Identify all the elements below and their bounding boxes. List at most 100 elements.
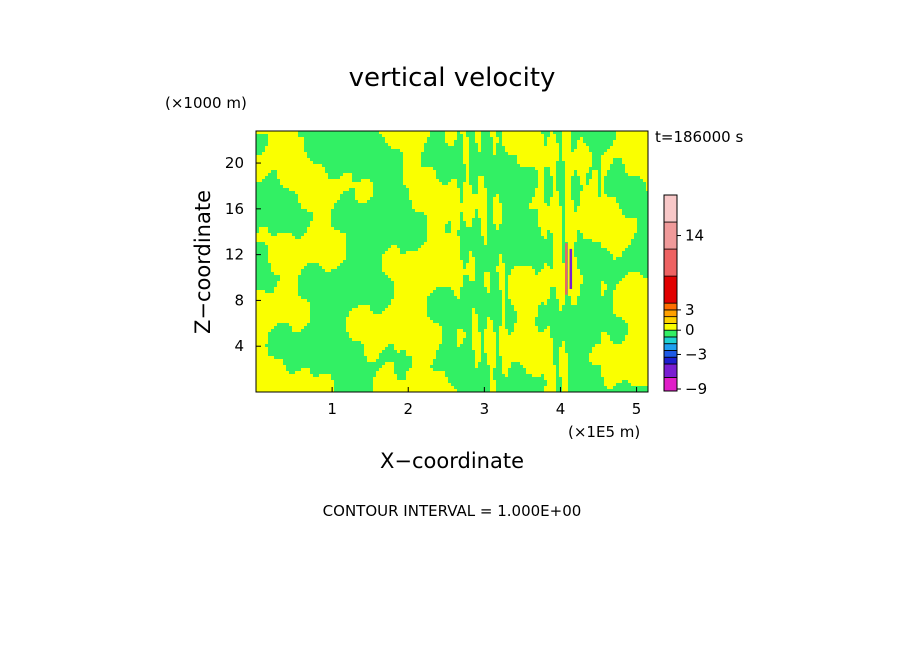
positive-velocity-cell bbox=[439, 185, 442, 188]
positive-velocity-cell bbox=[541, 230, 544, 233]
positive-velocity-cell bbox=[529, 320, 532, 323]
positive-velocity-cell bbox=[622, 143, 625, 146]
positive-velocity-cell bbox=[511, 152, 514, 155]
positive-velocity-cell bbox=[556, 263, 559, 266]
positive-velocity-cell bbox=[307, 182, 310, 185]
positive-velocity-cell bbox=[286, 317, 289, 320]
positive-velocity-cell bbox=[277, 155, 280, 158]
positive-velocity-cell bbox=[463, 269, 466, 272]
positive-velocity-cell bbox=[508, 143, 511, 146]
positive-velocity-cell bbox=[295, 263, 298, 266]
positive-velocity-cell bbox=[481, 185, 484, 188]
positive-velocity-cell bbox=[418, 359, 421, 362]
positive-velocity-cell bbox=[643, 326, 646, 329]
positive-velocity-cell bbox=[478, 185, 481, 188]
positive-velocity-cell bbox=[403, 347, 406, 350]
positive-velocity-cell bbox=[484, 347, 487, 350]
positive-velocity-cell bbox=[550, 173, 553, 176]
positive-velocity-cell bbox=[262, 314, 265, 317]
positive-velocity-cell bbox=[523, 359, 526, 362]
positive-velocity-cell bbox=[283, 185, 286, 188]
positive-velocity-cell bbox=[631, 344, 634, 347]
positive-velocity-cell bbox=[289, 266, 292, 269]
positive-velocity-cell bbox=[607, 239, 610, 242]
positive-velocity-cell bbox=[568, 230, 571, 233]
positive-velocity-cell bbox=[577, 269, 580, 272]
positive-velocity-cell bbox=[481, 176, 484, 179]
positive-velocity-cell bbox=[604, 215, 607, 218]
positive-velocity-cell bbox=[310, 167, 313, 170]
positive-velocity-cell bbox=[616, 359, 619, 362]
positive-velocity-cell bbox=[298, 296, 301, 299]
positive-velocity-cell bbox=[277, 314, 280, 317]
positive-velocity-cell bbox=[547, 149, 550, 152]
positive-velocity-cell bbox=[403, 326, 406, 329]
positive-velocity-cell bbox=[268, 152, 271, 155]
positive-velocity-cell bbox=[616, 290, 619, 293]
positive-velocity-cell bbox=[478, 338, 481, 341]
positive-velocity-cell bbox=[589, 188, 592, 191]
positive-velocity-cell bbox=[328, 248, 331, 251]
positive-velocity-cell bbox=[361, 188, 364, 191]
positive-velocity-cell bbox=[262, 302, 265, 305]
positive-velocity-cell bbox=[400, 284, 403, 287]
positive-velocity-cell bbox=[571, 209, 574, 212]
positive-velocity-cell bbox=[424, 335, 427, 338]
positive-velocity-cell bbox=[520, 152, 523, 155]
positive-velocity-cell bbox=[292, 131, 295, 134]
positive-velocity-cell bbox=[256, 341, 259, 344]
positive-velocity-cell bbox=[568, 137, 571, 140]
positive-velocity-cell bbox=[412, 359, 415, 362]
positive-velocity-cell bbox=[631, 356, 634, 359]
positive-velocity-cell bbox=[529, 329, 532, 332]
positive-velocity-cell bbox=[601, 230, 604, 233]
positive-velocity-cell bbox=[490, 323, 493, 326]
positive-velocity-cell bbox=[625, 335, 628, 338]
positive-velocity-cell bbox=[313, 203, 316, 206]
positive-velocity-cell bbox=[433, 332, 436, 335]
positive-velocity-cell bbox=[418, 272, 421, 275]
positive-velocity-cell bbox=[436, 263, 439, 266]
positive-velocity-cell bbox=[310, 254, 313, 257]
positive-velocity-cell bbox=[625, 281, 628, 284]
positive-velocity-cell bbox=[430, 224, 433, 227]
positive-velocity-cell bbox=[538, 206, 541, 209]
positive-velocity-cell bbox=[517, 320, 520, 323]
positive-velocity-cell bbox=[412, 338, 415, 341]
positive-velocity-cell bbox=[526, 146, 529, 149]
positive-velocity-cell bbox=[583, 182, 586, 185]
positive-velocity-cell bbox=[433, 227, 436, 230]
positive-velocity-cell bbox=[316, 164, 319, 167]
positive-velocity-cell bbox=[412, 317, 415, 320]
positive-velocity-cell bbox=[364, 344, 367, 347]
positive-velocity-cell bbox=[529, 326, 532, 329]
positive-velocity-cell bbox=[616, 227, 619, 230]
positive-velocity-cell bbox=[451, 191, 454, 194]
positive-velocity-cell bbox=[505, 140, 508, 143]
positive-velocity-cell bbox=[547, 356, 550, 359]
positive-velocity-cell bbox=[313, 254, 316, 257]
positive-velocity-cell bbox=[451, 254, 454, 257]
positive-velocity-cell bbox=[478, 131, 481, 134]
positive-velocity-cell bbox=[364, 311, 367, 314]
positive-velocity-cell bbox=[421, 269, 424, 272]
positive-velocity-cell bbox=[286, 272, 289, 275]
positive-velocity-cell bbox=[421, 206, 424, 209]
positive-velocity-cell bbox=[292, 323, 295, 326]
positive-velocity-cell bbox=[619, 212, 622, 215]
positive-velocity-cell bbox=[547, 365, 550, 368]
positive-velocity-cell bbox=[625, 365, 628, 368]
positive-velocity-cell bbox=[517, 158, 520, 161]
positive-velocity-cell bbox=[637, 317, 640, 320]
positive-velocity-cell bbox=[613, 206, 616, 209]
positive-velocity-cell bbox=[328, 230, 331, 233]
positive-velocity-cell bbox=[547, 341, 550, 344]
positive-velocity-cell bbox=[493, 134, 496, 137]
positive-velocity-cell bbox=[298, 200, 301, 203]
positive-velocity-cell bbox=[589, 227, 592, 230]
positive-velocity-cell bbox=[430, 290, 433, 293]
positive-velocity-cell bbox=[412, 170, 415, 173]
positive-velocity-cell bbox=[469, 251, 472, 254]
positive-velocity-cell bbox=[571, 206, 574, 209]
positive-velocity-cell bbox=[643, 341, 646, 344]
